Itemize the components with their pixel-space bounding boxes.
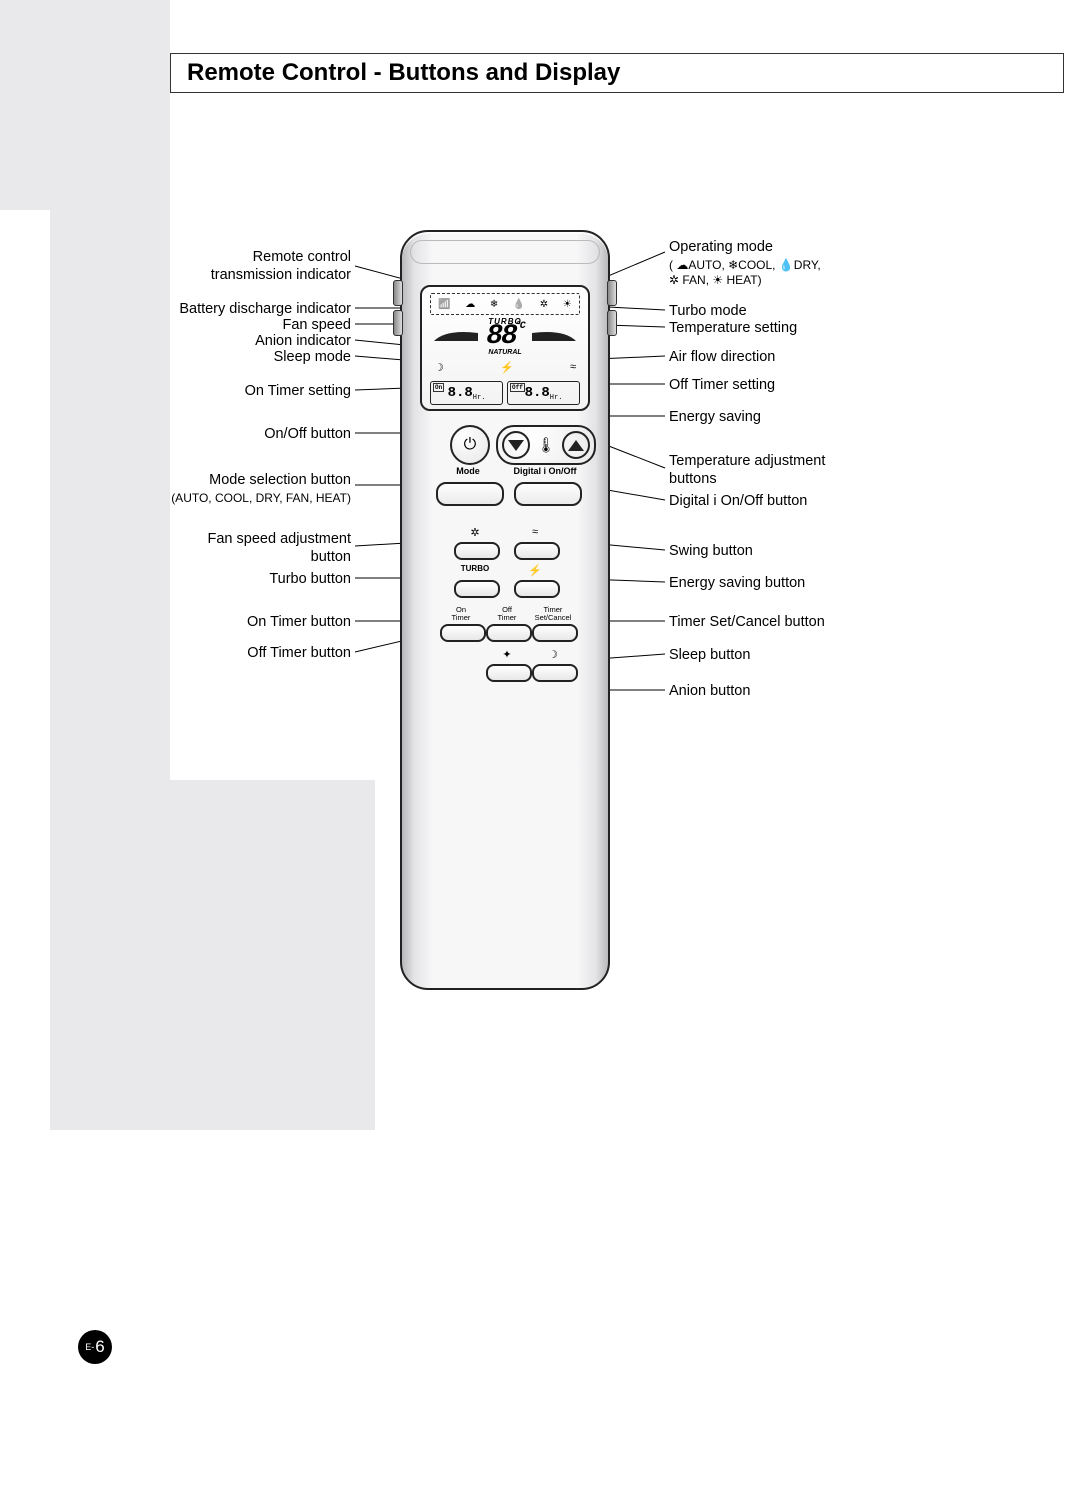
timer-suffix: Hr. — [473, 394, 486, 402]
label-mode-sel-sub: (AUTO, COOL, DRY, FAN, HEAT) — [171, 489, 351, 507]
dry-icon: 💧 — [513, 299, 525, 310]
label-fan-adj: Fan speed adjustment button — [208, 530, 351, 566]
sleep-button[interactable] — [532, 664, 578, 682]
label-temp-setting: Temperature setting — [669, 319, 797, 337]
label-off-timer-setting: Off Timer setting — [669, 376, 775, 394]
side-bump — [393, 310, 403, 336]
sleep-icon: ☽ — [532, 648, 574, 661]
label-energy: Energy saving — [669, 408, 761, 426]
swing-icon: ≈ — [570, 361, 576, 376]
temp-unit: °C — [516, 321, 524, 332]
energy-icon: ⚡ — [500, 361, 514, 376]
off-timer-button[interactable] — [486, 624, 532, 642]
timer-suffix: Hr. — [550, 394, 563, 402]
label-on-timer-setting: On Timer setting — [245, 382, 351, 400]
side-bump — [393, 280, 403, 306]
lcd-temp: 88°C — [422, 321, 588, 352]
lcd-small-icons: ☽ ⚡ ≈ — [434, 361, 576, 376]
label-swing: Swing button — [669, 542, 753, 560]
digital-button[interactable] — [514, 482, 582, 506]
energy-button[interactable] — [514, 580, 560, 598]
swing-button[interactable] — [514, 542, 560, 560]
label-sleep-btn: Sleep button — [669, 646, 750, 664]
on-timer-button[interactable] — [440, 624, 486, 642]
side-bump — [607, 310, 617, 336]
timer-value: 8.8 — [448, 385, 473, 401]
label-on-timer-btn: On Timer button — [247, 613, 351, 631]
energy-icon: ⚡ — [514, 564, 556, 577]
temp-down-icon — [502, 431, 530, 459]
set-cancel-button[interactable] — [532, 624, 578, 642]
set-cancel-label: Timer Set/Cancel — [532, 606, 574, 622]
turbo-label: TURBO — [454, 564, 496, 573]
on-timer-label: On Timer — [440, 606, 482, 622]
sleep-icon: ☽ — [434, 361, 444, 376]
label-op-mode-sub2: ✲ FAN, ☀ HEAT) — [669, 271, 762, 289]
bg-block-top — [0, 0, 170, 210]
page-title: Remote Control - Buttons and Display — [187, 59, 620, 87]
fan-icon: ✲ — [454, 526, 496, 539]
off-timer-box: Off 8.8 Hr. — [507, 381, 580, 405]
thermometer-icon: 🌡 — [536, 436, 555, 454]
label-transmission: Remote control transmission indicator — [211, 248, 351, 284]
page-prefix: E- — [85, 1342, 94, 1352]
temp-up-icon — [562, 431, 590, 459]
heat-icon: ☀ — [563, 299, 572, 310]
remote-top-inset — [410, 240, 600, 264]
power-button[interactable]: ⏻ — [450, 425, 490, 465]
label-energy-btn: Energy saving button — [669, 574, 805, 592]
lcd-timers: On 8.8 Hr. Off 8.8 Hr. — [430, 381, 580, 405]
side-bump — [607, 280, 617, 306]
lcd-natural: NATURAL — [422, 349, 588, 356]
auto-icon: ☁ — [465, 299, 475, 310]
label-anion-btn: Anion button — [669, 682, 750, 700]
lcd-mode-icons: 📶 ☁ ❄ 💧 ✲ ☀ — [430, 293, 580, 315]
temp-value: 88 — [486, 321, 516, 352]
turbo-button[interactable] — [454, 580, 500, 598]
timer-tag: Off — [510, 383, 525, 392]
anion-icon: ✦ — [486, 648, 528, 661]
signal-icon: 📶 — [438, 299, 450, 310]
on-timer-box: On 8.8 Hr. — [430, 381, 503, 405]
cool-icon: ❄ — [490, 299, 498, 310]
label-onoff: On/Off button — [264, 425, 351, 443]
off-timer-label: Off Timer — [486, 606, 528, 622]
diagram: Remote control transmission indicator Ba… — [175, 220, 1005, 1000]
power-icon: ⏻ — [464, 436, 477, 454]
label-op-mode: Operating mode — [669, 238, 773, 256]
page-num: 6 — [95, 1337, 104, 1357]
remote-control: 📶 ☁ ❄ 💧 ✲ ☀ TURBO 88°C NATURAL — [400, 230, 610, 990]
label-timer-sc: Timer Set/Cancel button — [669, 613, 825, 631]
label-turbo-mode: Turbo mode — [669, 302, 747, 320]
fan-speed-button[interactable] — [454, 542, 500, 560]
fan-icon: ✲ — [540, 299, 548, 310]
anion-button[interactable] — [486, 664, 532, 682]
label-airflow: Air flow direction — [669, 348, 775, 366]
page-title-box: Remote Control - Buttons and Display — [170, 53, 1064, 93]
timer-value: 8.8 — [525, 385, 550, 401]
page-number: E- 6 — [78, 1330, 112, 1364]
timer-tag: On — [433, 383, 444, 392]
label-mode-sel: Mode selection button — [209, 471, 351, 489]
bg-block-side — [50, 210, 170, 1130]
label-temp-adj: Temperature adjustment buttons — [669, 452, 825, 488]
swing-icon: ≈ — [514, 526, 556, 538]
temp-adjust-button[interactable]: 🌡 — [496, 425, 596, 465]
digital-label: Digital i On/Off — [500, 466, 590, 476]
mode-label: Mode — [450, 466, 486, 476]
mode-button[interactable] — [436, 482, 504, 506]
label-sleep: Sleep mode — [274, 348, 351, 366]
label-off-timer-btn: Off Timer button — [247, 644, 351, 662]
label-turbo: Turbo button — [269, 570, 351, 588]
label-digital: Digital i On/Off button — [669, 492, 807, 510]
lcd: 📶 ☁ ❄ 💧 ✲ ☀ TURBO 88°C NATURAL — [420, 285, 590, 411]
